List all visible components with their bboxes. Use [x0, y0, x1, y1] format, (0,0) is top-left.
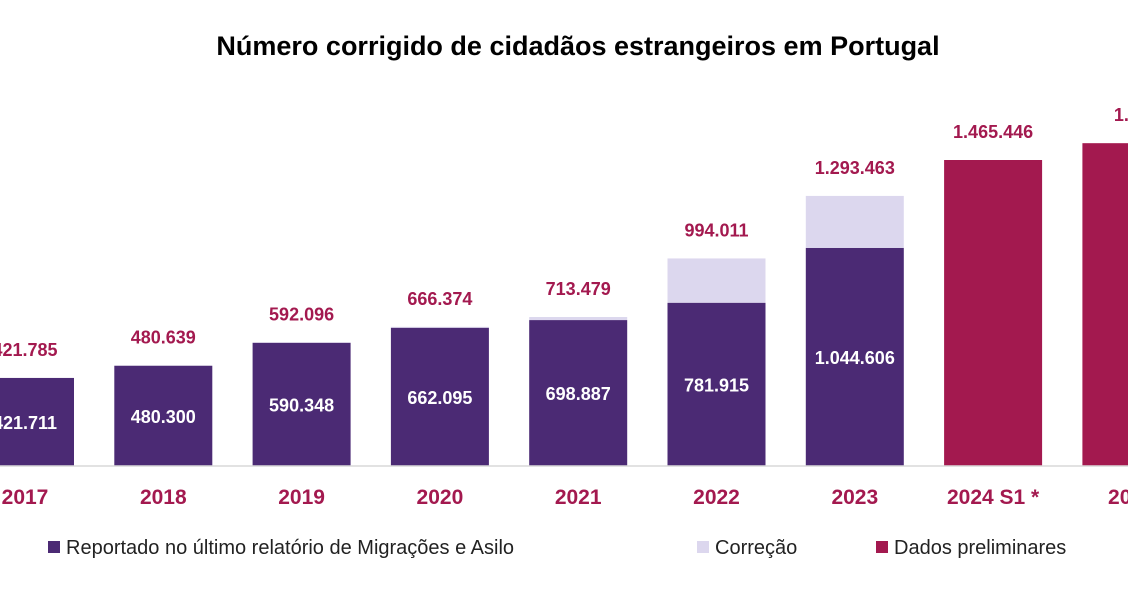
total-label: 713.479 [546, 279, 611, 299]
legend-swatch [697, 541, 709, 553]
bar-reported [529, 320, 628, 466]
bar-reported [114, 365, 213, 466]
total-label: 666.374 [407, 289, 472, 309]
total-label: 592.096 [269, 304, 334, 324]
bar-value-label: 781.915 [684, 375, 749, 395]
total-label: 994.011 [684, 220, 748, 240]
bar-value-label: 590.348 [269, 395, 334, 415]
category-label: 2017 [2, 486, 49, 509]
chart-title: Número corrigido de cidadãos estrangeiro… [216, 31, 939, 61]
legend: Reportado no último relatório de Migraçõ… [48, 537, 1066, 559]
bar-correction [667, 258, 766, 303]
category-label: 2018 [140, 486, 187, 509]
total-label: 1.465.446 [953, 122, 1033, 142]
bar-reported [252, 342, 351, 466]
bar-value-label: 480.300 [131, 407, 196, 427]
bar-reported [667, 302, 766, 466]
bar-correction [529, 317, 628, 321]
bar-correction [390, 326, 489, 328]
total-label: 1.54 [1114, 105, 1128, 125]
bar-preliminary [944, 160, 1043, 466]
legend-entry: Dados preliminares [894, 537, 1066, 559]
category-label: 2022 [693, 486, 740, 509]
category-label: 2024 S1 * [947, 486, 1040, 509]
total-label: 421.785 [0, 340, 58, 360]
category-label: 2020 [417, 486, 464, 509]
bar-correction [805, 195, 904, 248]
bar-reported [390, 327, 489, 466]
legend-swatch [48, 541, 60, 553]
category-label: 2021 [555, 486, 602, 509]
legend-entry: Reportado no último relatório de Migraçõ… [66, 537, 514, 559]
category-label: 2024 [1108, 486, 1128, 509]
total-label: 1.293.463 [815, 158, 895, 178]
legend-entry: Correção [715, 537, 797, 559]
bar-value-label: 421.711 [0, 413, 57, 433]
category-label: 2023 [831, 486, 878, 509]
bar-value-label: 1.044.606 [815, 348, 895, 368]
bar-reported [805, 247, 904, 466]
bar-preliminary [1082, 143, 1128, 466]
bar-reported [0, 377, 74, 466]
bar-value-label: 662.095 [407, 388, 472, 408]
category-label: 2019 [278, 486, 325, 509]
legend-swatch [876, 541, 888, 553]
bar-value-label: 698.887 [546, 384, 611, 404]
total-label: 480.639 [131, 328, 196, 348]
